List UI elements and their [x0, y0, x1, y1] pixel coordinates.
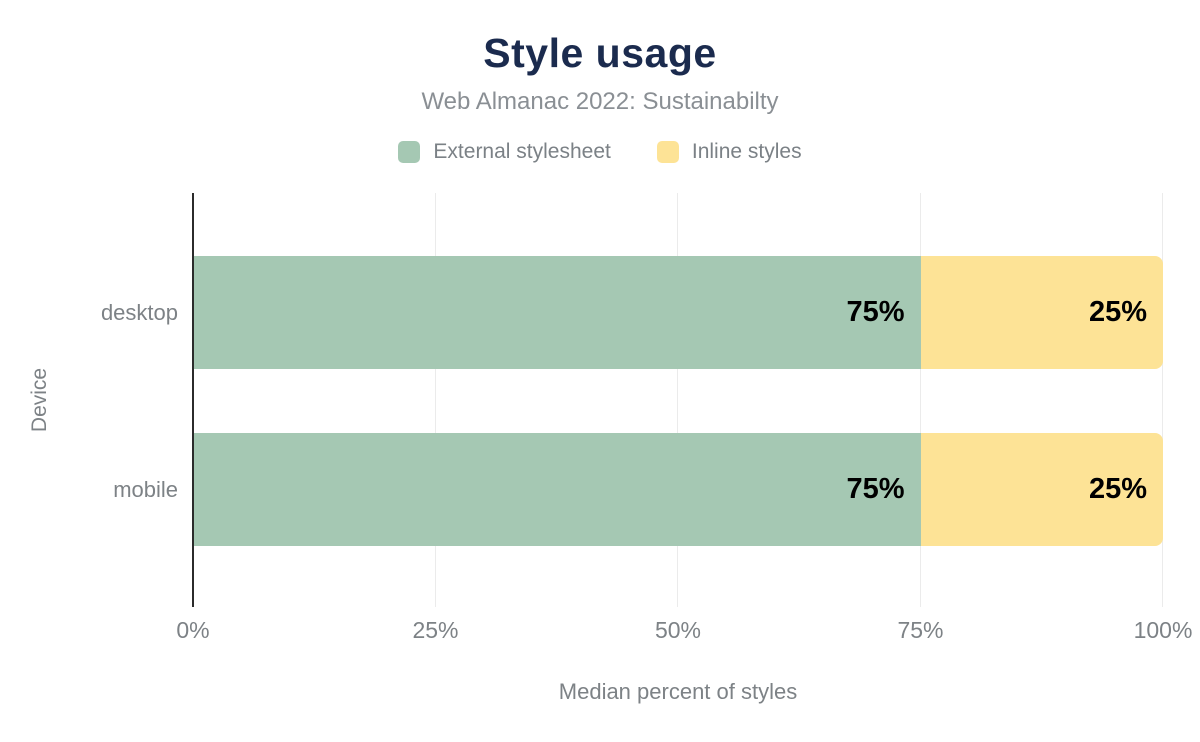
category-label-desktop: desktop: [100, 299, 178, 325]
legend-label: Inline styles: [691, 140, 802, 163]
chart-title: Style usage: [483, 30, 717, 76]
x-tick-label: 100%: [1133, 617, 1193, 643]
x-tick-label: 0%: [176, 617, 210, 643]
category-label-mobile: mobile: [113, 476, 178, 502]
gridline: [677, 193, 678, 607]
bar-segment: 75%: [193, 256, 921, 369]
value-label: 25%: [1088, 473, 1147, 505]
y-axis-line: [192, 193, 194, 607]
x-tick-label: 25%: [412, 617, 459, 643]
legend-item: External stylesheet: [398, 140, 611, 164]
legend-swatch: [656, 141, 679, 163]
bar-row-desktop: 75% 25%: [193, 256, 1163, 369]
legend-swatch: [398, 141, 421, 163]
gridline: [434, 193, 436, 607]
legend-item: Inline styles: [656, 140, 802, 164]
chart-subtitle: Web Almanac 2022: Sustainabilty: [421, 88, 779, 115]
value-label: 25%: [1088, 296, 1147, 328]
gridline: [919, 193, 921, 607]
value-label: 75%: [846, 296, 905, 328]
bar-segment: 75%: [193, 433, 921, 546]
y-axis-title: Device: [28, 367, 51, 433]
x-tick-label: 50%: [654, 617, 702, 643]
x-tick-label: 75%: [897, 617, 944, 643]
legend: External stylesheet Inline styles: [0, 140, 1200, 164]
x-axis-title: Median percent of styles: [558, 679, 798, 704]
value-label: 75%: [846, 473, 905, 505]
legend-label: External stylesheet: [433, 140, 611, 163]
bar-segment: 25%: [920, 256, 1163, 369]
gridline: [1162, 193, 1163, 607]
bar-segment: 25%: [920, 433, 1163, 546]
plot-area: 75% 25% 75% 25%: [192, 193, 1163, 607]
bar-row-mobile: 75% 25%: [193, 433, 1163, 546]
